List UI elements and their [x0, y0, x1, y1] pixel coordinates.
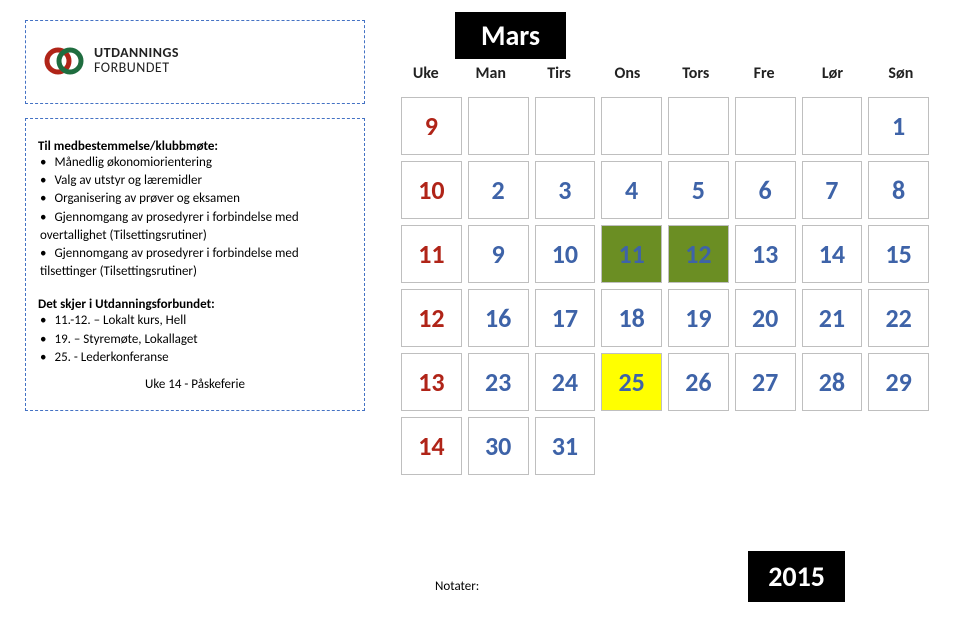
calendar-day-cell [668, 97, 729, 155]
week-number-cell: 11 [401, 225, 462, 283]
calendar-day-cell [802, 97, 863, 155]
calendar-day-cell [735, 417, 796, 475]
sidebar: UTDANNINGS FORBUNDET Til medbestemmelse/… [25, 20, 365, 614]
calendar-day-cell: 16 [468, 289, 529, 347]
calendar-day-cell [535, 97, 596, 155]
calendar-day-cell: 26 [668, 353, 729, 411]
info-box: Til medbestemmelse/klubbmøte: Månedlig ø… [25, 118, 365, 411]
calendar-day-cell: 30 [468, 417, 529, 475]
logo-line2: FORBUNDET [94, 61, 179, 76]
calendar-header-cell: Uke [395, 56, 457, 91]
calendar-day-cell: 17 [535, 289, 596, 347]
calendar-row: 1323242526272829 [401, 353, 929, 411]
calendar-header-cell: Man [457, 56, 525, 91]
calendar-day-cell: 23 [468, 353, 529, 411]
week-number-cell: 12 [401, 289, 462, 347]
calendar-day-cell: 20 [735, 289, 796, 347]
calendar-day-cell: 11 [601, 225, 662, 283]
calendar-panel: Mars UkeManTirsOnsTorsFreLørSøn 91102345… [395, 20, 935, 614]
logo-box: UTDANNINGS FORBUNDET [25, 20, 365, 104]
calendar-day-cell: 28 [802, 353, 863, 411]
calendar-day-cell: 5 [668, 161, 729, 219]
calendar-day-cell: 13 [735, 225, 796, 283]
section2-list: 11.-12. – Lokalt kurs, Hell19. – Styremø… [38, 312, 352, 367]
calendar-header-cell: Fre [730, 56, 798, 91]
list-item: 11.-12. – Lokalt kurs, Hell [40, 312, 352, 330]
calendar-header-cell: Ons [593, 56, 661, 91]
calendar-row: 119101112131415 [401, 225, 929, 283]
calendar-day-cell: 10 [535, 225, 596, 283]
notes-label: Notater: [435, 579, 479, 594]
calendar-day-cell: 3 [535, 161, 596, 219]
list-item: 25. - Lederkonferanse [40, 349, 352, 367]
calendar-day-cell: 4 [601, 161, 662, 219]
calendar-day-cell: 18 [601, 289, 662, 347]
calendar-day-cell: 7 [802, 161, 863, 219]
calendar-day-cell: 31 [535, 417, 596, 475]
year-badge: 2015 [748, 551, 845, 602]
week-number-cell: 9 [401, 97, 462, 155]
calendar-day-cell: 22 [868, 289, 929, 347]
list-item: 19. – Styremøte, Lokallaget [40, 331, 352, 349]
calendar-header-cell: Tirs [525, 56, 593, 91]
week-number-cell: 13 [401, 353, 462, 411]
calendar-day-cell: 21 [802, 289, 863, 347]
list-item: Gjennomgang av prosedyrer i forbindelse … [40, 209, 352, 245]
calendar-day-cell [868, 417, 929, 475]
calendar-day-cell: 24 [535, 353, 596, 411]
calendar-day-cell: 9 [468, 225, 529, 283]
calendar-day-cell: 8 [868, 161, 929, 219]
calendar-day-cell [601, 97, 662, 155]
calendar-day-cell [468, 97, 529, 155]
section1-list: Månedlig økonomiorienteringValg av utsty… [38, 154, 352, 281]
calendar-row: 102345678 [401, 161, 929, 219]
calendar-header-cell: Søn [867, 56, 935, 91]
list-item: Organisering av prøver og eksamen [40, 190, 352, 208]
calendar-day-cell: 29 [868, 353, 929, 411]
list-item: Gjennomgang av prosedyrer i forbindelse … [40, 245, 352, 281]
calendar-day-cell: 19 [668, 289, 729, 347]
calendar-day-cell: 1 [868, 97, 929, 155]
calendar-day-cell: 25 [601, 353, 662, 411]
calendar-header-cell: Tors [662, 56, 730, 91]
list-item: Valg av utstyr og læremidler [40, 172, 352, 190]
logo-icon [42, 39, 86, 83]
logo: UTDANNINGS FORBUNDET [38, 31, 352, 85]
calendar-day-cell: 14 [802, 225, 863, 283]
calendar-day-cell: 6 [735, 161, 796, 219]
calendar-day-cell: 12 [668, 225, 729, 283]
calendar-header: UkeManTirsOnsTorsFreLørSøn [395, 56, 935, 91]
calendar-day-cell [601, 417, 662, 475]
week-number-cell: 14 [401, 417, 462, 475]
section1-title: Til medbestemmelse/klubbmøte: [38, 139, 352, 154]
calendar-row: 1216171819202122 [401, 289, 929, 347]
calendar-day-cell [802, 417, 863, 475]
section2-title: Det skjer i Utdanningsforbundet: [38, 297, 352, 312]
list-item: Månedlig økonomiorientering [40, 154, 352, 172]
calendar-row: 91 [401, 97, 929, 155]
sidebar-note: Uke 14 - Påskeferie [38, 377, 352, 392]
month-title: Mars [455, 12, 566, 59]
logo-text: UTDANNINGS FORBUNDET [94, 46, 179, 75]
calendar-day-cell: 15 [868, 225, 929, 283]
calendar-day-cell: 2 [468, 161, 529, 219]
calendar-table: 9110234567811910111213141512161718192021… [395, 91, 935, 481]
calendar-row: 143031 [401, 417, 929, 475]
calendar-day-cell [735, 97, 796, 155]
week-number-cell: 10 [401, 161, 462, 219]
calendar-day-cell [668, 417, 729, 475]
calendar-header-cell: Lør [798, 56, 866, 91]
calendar-day-cell: 27 [735, 353, 796, 411]
